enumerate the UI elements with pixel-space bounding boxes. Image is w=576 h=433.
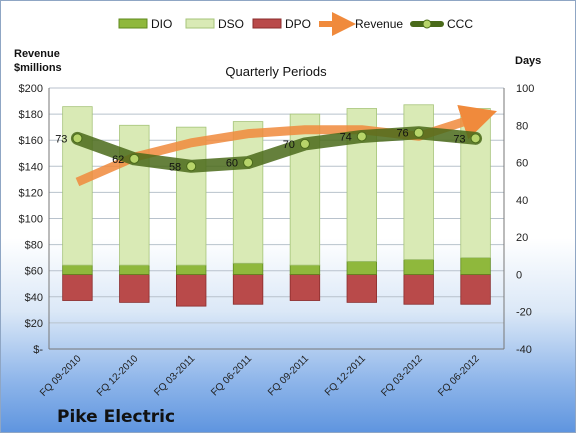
right-axis-label: Days <box>515 55 541 67</box>
left-axis-label-units: $millions <box>14 62 62 74</box>
right-tick-label: 40 <box>516 195 528 207</box>
dpo-bar <box>232 274 264 305</box>
legend-label-ccc: CCC <box>447 17 473 31</box>
left-tick-label: $180 <box>19 109 43 121</box>
dso-bar <box>175 126 207 266</box>
dpo-bar <box>289 274 321 301</box>
left-tick-label: $60 <box>25 266 43 278</box>
dso-bar <box>232 121 264 264</box>
dio-bar <box>460 257 491 275</box>
right-tick-label: 80 <box>516 120 528 132</box>
legend-swatch-dio <box>118 18 148 29</box>
right-tick-label: -40 <box>516 344 532 356</box>
x-tick-label: FQ 06-2012 <box>436 353 482 399</box>
ccc-point <box>72 133 83 144</box>
left-tick-label: $140 <box>19 161 43 173</box>
dso-bar <box>62 106 93 266</box>
legend-swatch-dso <box>185 18 215 29</box>
left-tick-label: $100 <box>19 214 43 226</box>
left-tick-label: $120 <box>19 187 43 199</box>
dio-bar <box>403 259 434 275</box>
legend-swatch-ccc-point <box>422 19 432 29</box>
ccc-data-label: 76 <box>396 128 408 140</box>
ccc-point <box>299 138 310 149</box>
dio-bar <box>289 264 321 275</box>
right-tick-label: 60 <box>516 158 528 170</box>
dpo-bar <box>346 274 377 303</box>
ccc-point <box>356 131 367 142</box>
ccc-point <box>186 161 197 172</box>
left-tick-label: $- <box>33 344 43 356</box>
right-tick-label: -20 <box>516 307 532 319</box>
legend-label-dio: DIO <box>151 17 172 31</box>
right-tick-label: 0 <box>516 269 522 281</box>
x-tick-label: FQ 03-2011 <box>152 353 197 398</box>
ccc-point <box>470 133 481 144</box>
legend-label-dpo: DPO <box>285 17 311 31</box>
dio-bar <box>62 264 93 275</box>
ccc-point <box>413 127 424 138</box>
ccc-data-label: 62 <box>112 154 124 166</box>
dio-bar <box>232 262 264 275</box>
ccc-data-label: 70 <box>283 139 295 151</box>
company-name: Pike Electric <box>57 407 176 427</box>
left-tick-label: $200 <box>19 83 43 95</box>
x-tick-label: FQ 09-2010 <box>38 353 84 399</box>
left-axis-label: Revenue <box>14 48 60 60</box>
ccc-data-label: 73 <box>55 133 67 145</box>
left-tick-label: $80 <box>25 240 43 252</box>
ccc-data-label: 74 <box>340 131 352 143</box>
legend-label-dso: DSO <box>218 17 244 31</box>
ccc-data-label: 60 <box>226 158 238 170</box>
right-tick-label: 20 <box>516 232 528 244</box>
left-tick-label: $40 <box>25 292 43 304</box>
x-tick-label: FQ 03-2012 <box>379 353 425 399</box>
x-tick-label: FQ 12-2010 <box>95 353 141 399</box>
dio-bar <box>346 260 377 275</box>
ccc-line <box>70 126 483 173</box>
x-tick-label: FQ 09-2011 <box>266 353 311 398</box>
dpo-bar <box>119 274 150 303</box>
ccc-data-label: 73 <box>453 133 465 145</box>
dpo-bar <box>62 274 93 301</box>
legend-swatch-dpo <box>252 18 282 29</box>
left-tick-label: $20 <box>25 318 43 330</box>
legend-label-revenue: Revenue <box>355 17 403 31</box>
x-tick-label: FQ 12-2011 <box>323 353 368 398</box>
right-tick-label: 100 <box>516 83 534 95</box>
dio-bar <box>175 264 207 275</box>
ccc-point <box>129 153 140 164</box>
dpo-bar <box>403 274 434 305</box>
dso-bar <box>119 124 150 266</box>
dpo-bar <box>175 274 207 307</box>
x-tick-label: FQ 06-2011 <box>209 353 254 398</box>
left-tick-label: $160 <box>19 135 43 147</box>
ccc-point <box>243 157 254 168</box>
ccc-data-label: 58 <box>169 161 181 173</box>
chart-title: Quarterly Periods <box>225 64 327 79</box>
dpo-bar <box>460 274 491 305</box>
dio-bar <box>119 264 150 275</box>
